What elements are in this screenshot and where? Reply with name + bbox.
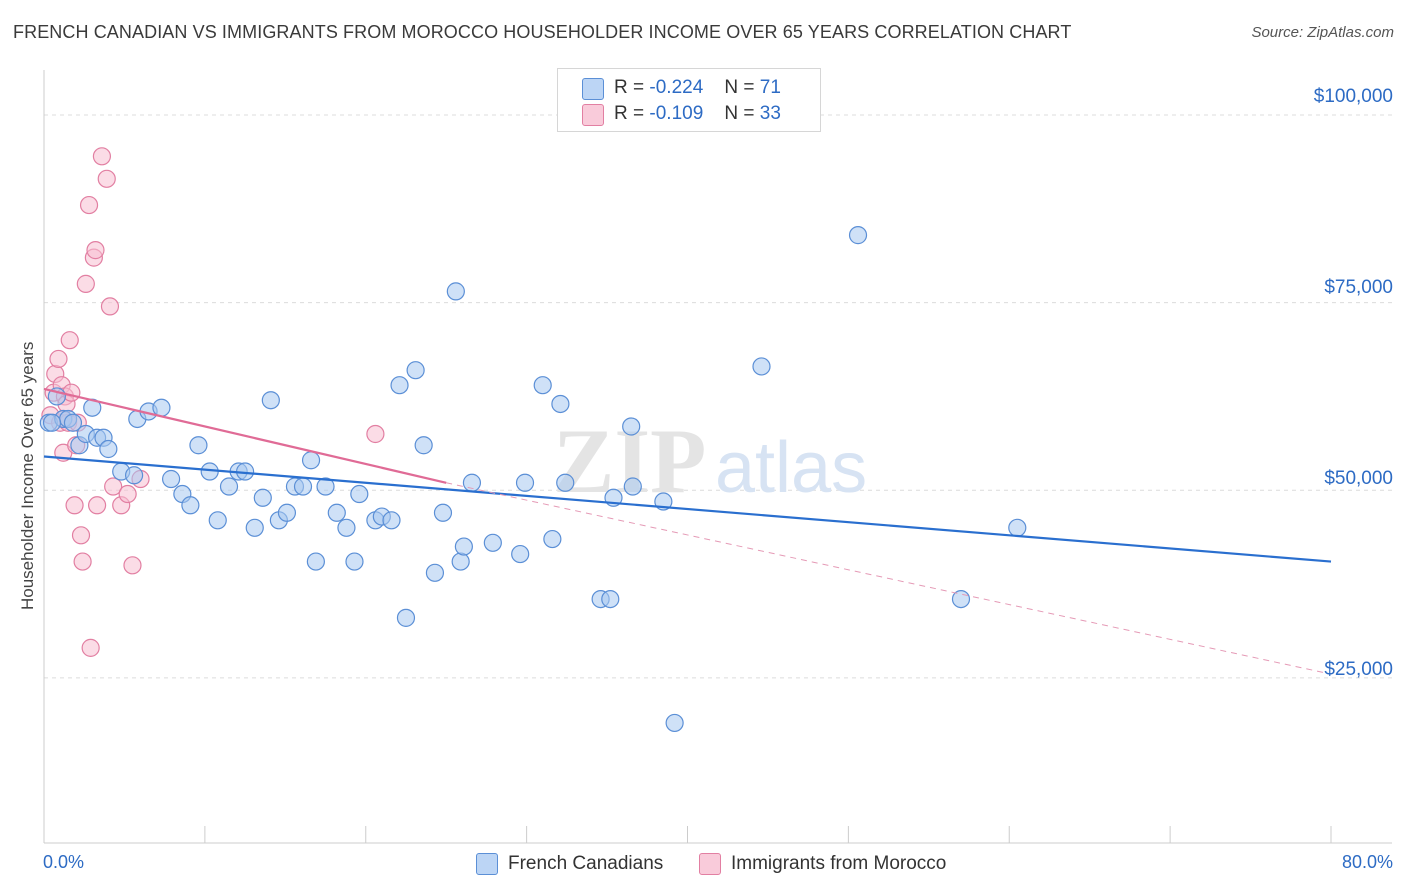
y-tick-label-50000: $50,000	[1324, 468, 1393, 489]
point-french-canadians	[261, 391, 280, 410]
point-french-canadians	[543, 529, 562, 549]
point-french-canadians	[124, 466, 144, 485]
point-immigrants-from-morocco	[123, 556, 142, 575]
point-french-canadians	[483, 533, 502, 552]
point-french-canadians	[601, 589, 620, 609]
point-immigrants-from-morocco	[100, 297, 120, 316]
legend-r-value-immigrants-from-morocco: -0.109	[649, 103, 704, 124]
legend-swatch-french-canadians	[582, 78, 604, 100]
watermark: ZIP atlas	[553, 410, 867, 512]
bottom-legend-swatch-french-canadians	[476, 853, 498, 875]
legend-r-value-french-canadians: -0.224	[649, 77, 704, 98]
bottom-legend-swatch-immigrants-from-morocco	[699, 853, 721, 875]
point-french-canadians	[425, 563, 445, 582]
point-french-canadians	[345, 552, 364, 571]
point-french-canadians	[316, 477, 335, 496]
point-immigrants-from-morocco	[366, 424, 385, 444]
legend-n-label: N =	[724, 103, 755, 124]
trend-line-immigrants-from-morocco	[43, 387, 447, 484]
point-french-canadians	[161, 469, 181, 489]
x-tick-label-max: 80.0%	[1341, 852, 1393, 872]
point-french-canadians	[382, 511, 401, 530]
point-immigrants-from-morocco	[104, 477, 123, 496]
point-french-canadians	[752, 357, 771, 376]
point-french-canadians	[1008, 518, 1027, 537]
point-french-canadians	[99, 439, 118, 459]
point-french-canadians	[350, 484, 369, 504]
point-french-canadians	[277, 503, 297, 522]
point-french-canadians	[245, 518, 264, 537]
legend-n-value-immigrants-from-morocco: 33	[759, 103, 781, 124]
legend-r-label: R =	[614, 77, 645, 98]
trend-line-french-canadians	[43, 455, 1332, 563]
y-tick-label-75000: $75,000	[1324, 277, 1393, 298]
point-french-canadians	[189, 436, 208, 455]
point-immigrants-from-morocco	[60, 331, 79, 350]
point-immigrants-from-morocco	[97, 169, 116, 188]
point-french-canadians	[446, 282, 465, 301]
point-french-canadians	[306, 552, 325, 571]
point-immigrants-from-morocco	[71, 526, 91, 545]
bottom-legend-label-immigrants-from-morocco: Immigrants from Morocco	[731, 853, 947, 874]
point-french-canadians	[551, 394, 570, 414]
point-french-canadians	[181, 496, 200, 515]
legend-swatch-immigrants-from-morocco	[582, 104, 604, 126]
point-french-canadians	[454, 537, 473, 556]
trend-lines	[43, 387, 1332, 675]
series-french-canadians-points	[39, 226, 1027, 733]
point-french-canadians	[219, 477, 239, 496]
point-french-canadians	[42, 413, 62, 432]
point-french-canadians	[433, 503, 453, 522]
point-french-canadians	[511, 544, 530, 564]
point-french-canadians	[848, 226, 868, 245]
point-french-canadians	[451, 552, 470, 571]
y-axis-label: Householder Income Over 65 years	[18, 341, 37, 610]
point-french-canadians	[623, 477, 642, 496]
legend-n-value-french-canadians: 71	[759, 77, 781, 98]
y-tick-label-100000: $100,000	[1313, 86, 1393, 107]
source-credit: Source: ZipAtlas.com	[1251, 24, 1394, 41]
point-immigrants-from-morocco	[79, 195, 99, 215]
trend-line-extension-immigrants-from-morocco	[446, 482, 1332, 675]
y-tick-label-25000: $25,000	[1324, 659, 1393, 680]
point-french-canadians	[533, 376, 552, 395]
point-french-canadians	[622, 417, 641, 436]
bottom-legend-label-french-canadians: French Canadians	[508, 853, 664, 874]
legend-n-label: N =	[724, 77, 755, 98]
point-french-canadians	[556, 473, 575, 492]
grid-lines	[44, 114, 1392, 679]
point-french-canadians	[396, 608, 416, 627]
point-french-canadians	[152, 398, 171, 417]
point-immigrants-from-morocco	[49, 349, 68, 369]
point-french-canadians	[208, 511, 227, 530]
x-tick-label-min: 0.0%	[43, 852, 85, 872]
point-immigrants-from-morocco	[92, 147, 112, 166]
point-immigrants-from-morocco	[86, 241, 105, 260]
point-immigrants-from-morocco	[87, 496, 107, 515]
point-french-canadians	[301, 451, 321, 470]
chart-title: FRENCH CANADIAN VS IMMIGRANTS FROM MOROC…	[13, 22, 1072, 42]
point-immigrants-from-morocco	[118, 484, 137, 504]
point-french-canadians	[414, 436, 433, 455]
point-immigrants-from-morocco	[73, 552, 92, 571]
point-immigrants-from-morocco	[81, 638, 100, 657]
point-immigrants-from-morocco	[76, 274, 95, 293]
watermark-atlas: atlas	[715, 428, 867, 508]
point-french-canadians	[293, 477, 313, 496]
point-french-canadians	[665, 713, 684, 733]
point-french-canadians	[390, 376, 409, 395]
point-french-canadians	[515, 473, 535, 492]
correlation-legend: R = -0.224 N = 71 R = -0.109 N = 33	[557, 68, 821, 132]
point-french-canadians	[63, 413, 83, 432]
point-french-canadians	[253, 488, 272, 507]
point-french-canadians	[327, 503, 346, 522]
legend-r-label: R =	[614, 103, 645, 124]
point-french-canadians	[406, 361, 425, 380]
point-immigrants-from-morocco	[65, 496, 84, 515]
point-french-canadians	[337, 518, 356, 537]
